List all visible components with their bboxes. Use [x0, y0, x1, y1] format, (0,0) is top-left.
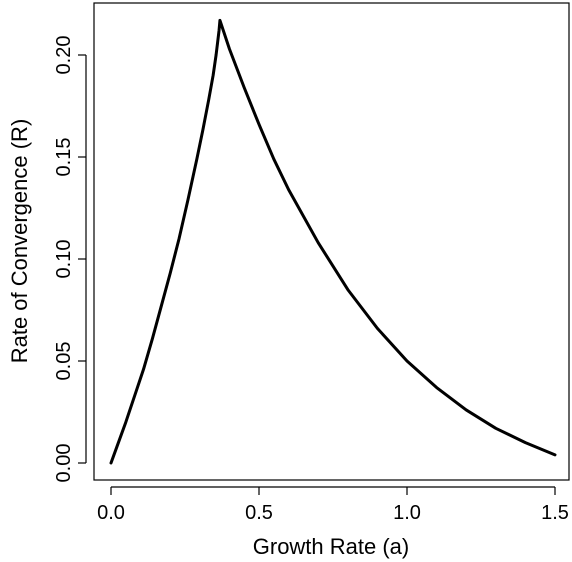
- y-tick-label: 0.15: [53, 138, 75, 177]
- y-axis-title: Rate of Convergence (R): [7, 119, 32, 364]
- y-axis-ticks: 0.00 0.05 0.10 0.15 0.20: [53, 36, 86, 483]
- plot-frame: [93, 2, 570, 481]
- x-tick-label: 0.0: [97, 502, 125, 524]
- series-layer: [109, 18, 557, 465]
- x-tick-label: 1.5: [541, 502, 569, 524]
- y-tick-label: 0.00: [53, 444, 75, 483]
- x-tick-label: 1.0: [393, 502, 421, 524]
- y-tick-label: 0.05: [53, 342, 75, 381]
- y-tick-label: 0.10: [53, 240, 75, 279]
- x-axis-title: Growth Rate (a): [253, 534, 410, 559]
- x-axis-ticks: 0.0 0.5 1.0 1.5: [97, 487, 569, 524]
- y-tick-label: 0.20: [53, 36, 75, 75]
- series-line: [109, 18, 557, 465]
- x-tick-label: 0.5: [245, 502, 273, 524]
